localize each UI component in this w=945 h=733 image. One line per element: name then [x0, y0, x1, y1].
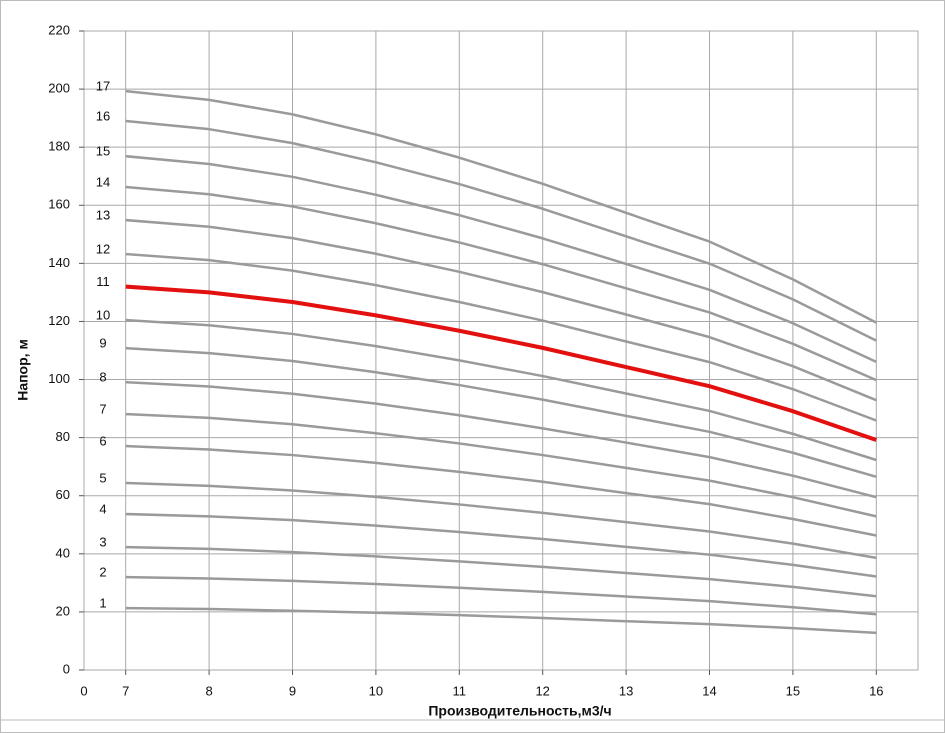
x-tick-label: 16	[869, 683, 883, 698]
y-tick-label: 200	[48, 81, 70, 96]
curve	[125, 185, 877, 382]
x-tick-label: 11	[453, 683, 467, 698]
series-label: 10	[96, 307, 110, 322]
y-tick-label: 80	[56, 429, 70, 444]
series-label: 15	[96, 144, 110, 159]
x-tick-label: 14	[702, 683, 716, 698]
curve	[125, 119, 877, 342]
series-label: 12	[96, 242, 110, 257]
y-tick-label: 220	[48, 22, 70, 37]
x-origin-label: 0	[80, 683, 87, 698]
y-tick-label: 100	[48, 371, 70, 386]
series-label: 11	[96, 274, 110, 289]
series-label: 16	[96, 108, 110, 123]
curve	[125, 380, 877, 499]
y-tick-label: 0	[63, 661, 70, 676]
series-label: 6	[99, 433, 106, 448]
curve	[125, 89, 877, 324]
x-tick-label: 9	[289, 683, 296, 698]
series-label: 13	[96, 208, 110, 223]
y-tick-label: 120	[48, 313, 70, 328]
curve	[125, 346, 877, 479]
y-tick-label: 60	[56, 487, 70, 502]
x-tick-label: 15	[786, 683, 800, 698]
curve	[125, 545, 877, 598]
y-tick-label: 20	[56, 603, 70, 618]
curve	[125, 154, 877, 363]
x-tick-label: 12	[535, 683, 549, 698]
y-tick-label: 140	[48, 255, 70, 270]
x-tick-label: 8	[205, 683, 212, 698]
x-tick-label: 10	[369, 683, 383, 698]
y-tick-label: 160	[48, 197, 70, 212]
curve	[125, 575, 877, 616]
series-label: 2	[99, 564, 106, 579]
y-tick-label: 180	[48, 139, 70, 154]
curve	[125, 512, 877, 578]
x-axis-title: Производительность,м3/ч	[428, 703, 611, 719]
series-label: 3	[99, 535, 106, 550]
curve	[125, 218, 877, 402]
curve	[125, 444, 877, 537]
curve	[125, 284, 877, 442]
curve	[125, 481, 877, 560]
series-label: 8	[99, 370, 106, 385]
series-label: 7	[99, 402, 106, 417]
series-label: 14	[96, 174, 110, 189]
curve	[125, 606, 877, 635]
y-axis-title: Напор, м	[15, 339, 31, 401]
curve	[125, 318, 877, 462]
y-tick-label: 40	[56, 545, 70, 560]
x-tick-label: 7	[122, 683, 129, 698]
curve	[125, 412, 877, 518]
x-tick-label: 13	[619, 683, 633, 698]
series-label: 17	[96, 79, 110, 94]
series-label: 9	[99, 336, 106, 351]
series-label: 4	[99, 501, 106, 516]
series-label: 1	[99, 596, 106, 611]
series-label: 5	[99, 470, 106, 485]
curve	[125, 252, 877, 422]
